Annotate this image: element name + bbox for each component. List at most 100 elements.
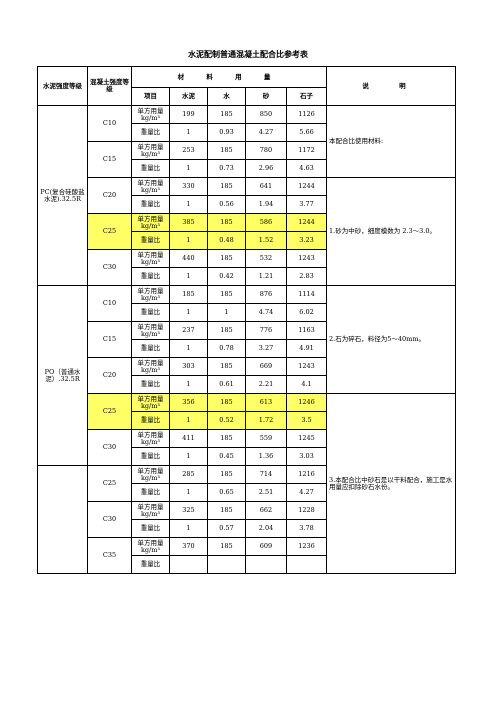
- value-cell: 1: [169, 483, 208, 502]
- value-cell: 185: [207, 393, 246, 412]
- value-cell: 370: [169, 537, 208, 556]
- row-label-unit: 单方用量 kg/m³: [131, 537, 170, 556]
- value-cell: 1236: [285, 537, 328, 556]
- value-cell: 185: [207, 141, 246, 160]
- value-cell: 662: [245, 501, 287, 520]
- value-cell: 0.52: [207, 411, 246, 430]
- table-row: C25 单方用量 kg/m³ 285 185 714 1216: [37, 465, 456, 574]
- row-label-ratio: 重量比: [131, 339, 170, 358]
- table-row: 重量比 1 0.48 1.52 3.23: [38, 231, 456, 250]
- value-cell: 411: [169, 429, 208, 448]
- row-label-unit: 单方用量 kg/m³: [131, 141, 170, 160]
- value-cell: 2.04: [245, 519, 287, 538]
- value-cell: 609: [245, 537, 287, 556]
- value-cell: 1.72: [245, 411, 287, 430]
- row-label-ratio: 重量比: [131, 447, 170, 466]
- value-cell: 2.96: [245, 159, 287, 178]
- row-label-unit: 单方用量 kg/m³: [131, 177, 170, 196]
- value-cell: 1244: [285, 213, 328, 232]
- value-cell: 440: [169, 249, 208, 268]
- row-label-ratio: 重量比: [131, 555, 170, 574]
- row-label-ratio: 重量比: [131, 231, 170, 250]
- note-cell: 1.砂为中砂，细度模数为 2.3～3.0。: [326, 177, 457, 286]
- value-cell: 4.1: [285, 375, 328, 394]
- row-label-ratio: 重量比: [131, 267, 170, 286]
- row-label-ratio: 重量比: [131, 519, 170, 538]
- concrete-grade-cell: C30: [87, 249, 132, 286]
- value-cell: 303: [169, 357, 208, 376]
- value-cell: 1: [169, 267, 208, 286]
- value-cell: 0.65: [207, 483, 246, 502]
- value-cell: 5.66: [285, 123, 328, 142]
- row-label-unit: 单方用量 kg/m³: [131, 213, 170, 232]
- value-cell: 559: [245, 429, 287, 448]
- value-cell: 0.93: [207, 123, 246, 142]
- row-label-unit: 单方用量 kg/m³: [131, 429, 170, 448]
- concrete-grade-cell: C35: [87, 537, 132, 574]
- value-cell: 0.42: [207, 267, 246, 286]
- row-label-ratio: 重量比: [131, 483, 170, 502]
- value-cell: 1244: [285, 177, 328, 196]
- header-cement-grade: 水泥强度等级: [37, 66, 88, 106]
- value-cell: 876: [245, 285, 287, 304]
- value-cell: 330: [169, 177, 208, 196]
- value-cell: 1: [169, 195, 208, 214]
- value-cell: 1.21: [245, 267, 287, 286]
- value-cell: 714: [245, 465, 287, 484]
- note-cell: 本配合比使用材料:: [326, 105, 457, 178]
- concrete-grade-cell: C20: [87, 357, 132, 394]
- value-cell: 185: [207, 429, 246, 448]
- value-cell: [245, 555, 287, 574]
- value-cell: 850: [245, 105, 287, 124]
- row-label-ratio: 重量比: [131, 159, 170, 178]
- value-cell: 1: [169, 519, 208, 538]
- concrete-grade-cell: C25: [87, 465, 132, 502]
- row-label-unit: 单方用量 kg/m³: [131, 105, 170, 124]
- value-cell: 185: [207, 501, 246, 520]
- header-materials: 材 料 用 量: [130, 66, 328, 88]
- concrete-grade-cell: C20: [87, 177, 132, 214]
- note-cell: 2.石为碎石，料径为5～40mm。: [326, 285, 457, 394]
- row-label-ratio: 重量比: [131, 375, 170, 394]
- value-cell: 325: [169, 501, 208, 520]
- table-row: C25 单方用量 kg/m³ 356 185 613 1246 3.本配合比中砂石是以干料配…: [38, 393, 457, 574]
- value-cell: 4.27: [285, 483, 328, 502]
- value-cell: 185: [207, 465, 246, 484]
- value-cell: [207, 555, 246, 574]
- table-row: C30 单方用量 kg/m³ 440 185 532 1243: [38, 249, 456, 286]
- value-cell: 1: [169, 123, 208, 142]
- header-cement: 水泥: [169, 87, 208, 106]
- value-cell: 2.83: [285, 267, 328, 286]
- value-cell: 1: [169, 375, 208, 394]
- note-cell: 3.本配合比中砂石是以干料配合，施工是水用量应扣除砂石水份。: [326, 393, 457, 574]
- header-concrete-grade: 混凝土强度等级: [87, 66, 132, 106]
- table-row: 重量比 1 0.73 2.96 4.63: [38, 159, 456, 178]
- header-notes: 说 明: [326, 66, 457, 106]
- row-label-unit: 单方用量 kg/m³: [131, 465, 170, 484]
- header-sand: 砂: [245, 87, 287, 106]
- row-label-unit: 单方用量 kg/m³: [131, 501, 170, 520]
- subheader-row: 项目 水泥水砂石子: [38, 87, 456, 106]
- value-cell: 4.74: [245, 303, 287, 322]
- page-title: 水泥配制普通混凝土配合比参考表: [188, 49, 308, 59]
- cement-type-cell: [37, 465, 88, 574]
- value-cell: 1: [207, 303, 246, 322]
- value-cell: 641: [245, 177, 287, 196]
- value-cell: 185: [207, 321, 246, 340]
- cement-type-cell: PC(复合硅酸盐水泥).32.5R: [37, 105, 88, 286]
- value-cell: 185: [207, 213, 246, 232]
- value-cell: 0.57: [207, 519, 246, 538]
- value-cell: [169, 555, 208, 574]
- row-label-unit: 单方用量 kg/m³: [131, 321, 170, 340]
- table-row: 重量比 1 0.78 3.27 4.91: [38, 339, 456, 358]
- value-cell: 285: [169, 465, 208, 484]
- value-cell: 613: [245, 393, 287, 412]
- value-cell: 4.27: [245, 123, 287, 142]
- table-row: 重量比 1 0.65 2.51 4.27: [38, 483, 456, 502]
- value-cell: 185: [207, 177, 246, 196]
- value-cell: 1.36: [245, 447, 287, 466]
- row-label-unit: 单方用量 kg/m³: [131, 285, 170, 304]
- value-cell: 780: [245, 141, 287, 160]
- header-row: 水泥强度等级 混凝土强度等级材 料 用 量说 明: [37, 66, 457, 106]
- value-cell: 356: [169, 393, 208, 412]
